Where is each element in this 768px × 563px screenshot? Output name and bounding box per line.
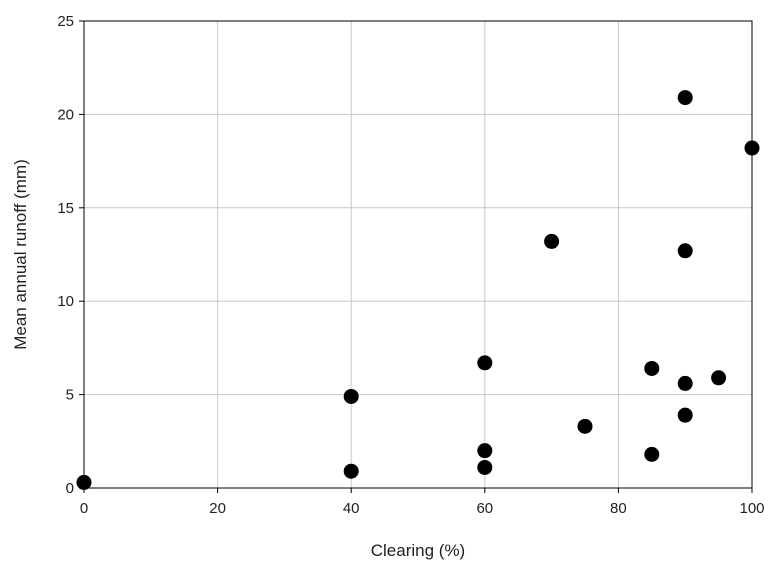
x-tick-label: 60 (476, 500, 493, 517)
data-point (544, 233, 560, 249)
plot-frame (83, 20, 753, 489)
data-point (711, 370, 727, 386)
y-tick-label: 15 (57, 200, 74, 217)
x-axis-title: Clearing (%) (371, 541, 465, 560)
data-points (76, 90, 760, 490)
y-axis-ticks: 0 5 10 15 20 25 (57, 13, 84, 497)
y-tick-label: 25 (57, 13, 74, 30)
x-tick-label: 40 (343, 500, 360, 517)
data-point (677, 90, 693, 106)
grid-lines (84, 21, 752, 488)
x-tick-label: 20 (209, 500, 226, 517)
data-point (677, 375, 693, 391)
data-point (477, 443, 493, 459)
y-tick-label: 20 (57, 106, 74, 123)
data-point (477, 459, 493, 475)
data-point (477, 355, 493, 371)
data-point (644, 360, 660, 376)
y-tick-label: 10 (57, 293, 74, 310)
y-axis-title: Mean annual runoff (mm) (11, 159, 30, 350)
y-tick-label: 5 (66, 387, 74, 404)
data-point (677, 243, 693, 259)
x-axis-ticks: 0 20 40 60 80 100 (80, 488, 765, 517)
y-tick-label: 0 (66, 480, 74, 497)
data-point (343, 463, 359, 479)
x-tick-label: 80 (610, 500, 627, 517)
data-point (76, 474, 92, 490)
data-point (744, 140, 760, 156)
data-point (677, 407, 693, 423)
x-tick-label: 0 (80, 500, 88, 517)
data-point (644, 446, 660, 462)
data-point (343, 388, 359, 404)
data-point (577, 418, 593, 434)
x-tick-label: 100 (739, 500, 764, 517)
